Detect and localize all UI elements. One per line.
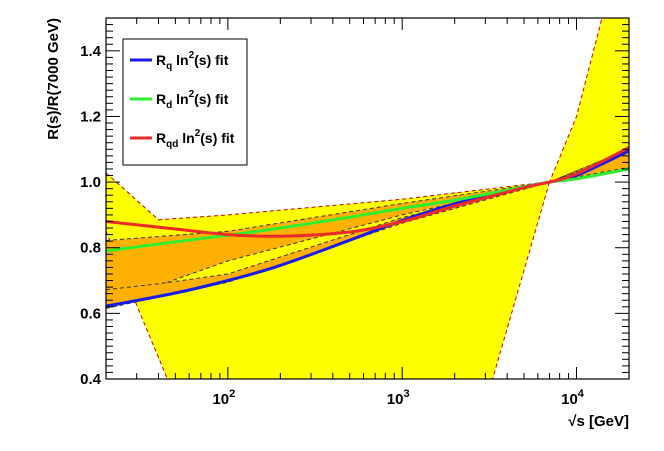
band-2-upper-edge xyxy=(106,148,629,291)
legend-box xyxy=(122,38,248,166)
x-tick-label: 102 xyxy=(212,388,235,408)
y-tick-label: 0.4 xyxy=(80,371,102,388)
band-0-upper-edge xyxy=(106,18,629,221)
y-axis-label: R(s)/R(7000 GeV) xyxy=(45,18,62,140)
legend-label-1: Rd ln2(s) fit xyxy=(156,89,229,111)
y-tick-label: 0.6 xyxy=(80,305,101,322)
y-tick-label: 1.0 xyxy=(80,174,101,191)
y-tick-label: 0.8 xyxy=(80,240,101,257)
band-0-fill xyxy=(106,18,629,379)
fit-curves xyxy=(106,146,629,308)
y-tick-label: 1.4 xyxy=(80,43,102,60)
legend-label-0: Rq ln2(s) fit xyxy=(156,50,229,72)
series-2-line xyxy=(106,146,629,238)
band-2-lower-edge xyxy=(106,152,629,309)
y-tick-label: 1.2 xyxy=(80,108,101,125)
y-axis: 0.4 0.6 0.8 1.0 1.2 1.4 xyxy=(80,17,629,388)
x-tick-label: 103 xyxy=(387,388,410,408)
legend-label-2: Rqd ln2(s) fit xyxy=(156,128,235,150)
x-tick-label: 104 xyxy=(561,388,585,408)
x-axis-label: √s [GeV] xyxy=(568,413,629,430)
x-axis: 102 103 104 xyxy=(105,18,630,408)
plot-frame xyxy=(105,17,630,380)
legend: Rq ln2(s) fit Rd ln2(s) fit Rqd ln2(s) fit xyxy=(122,38,248,166)
